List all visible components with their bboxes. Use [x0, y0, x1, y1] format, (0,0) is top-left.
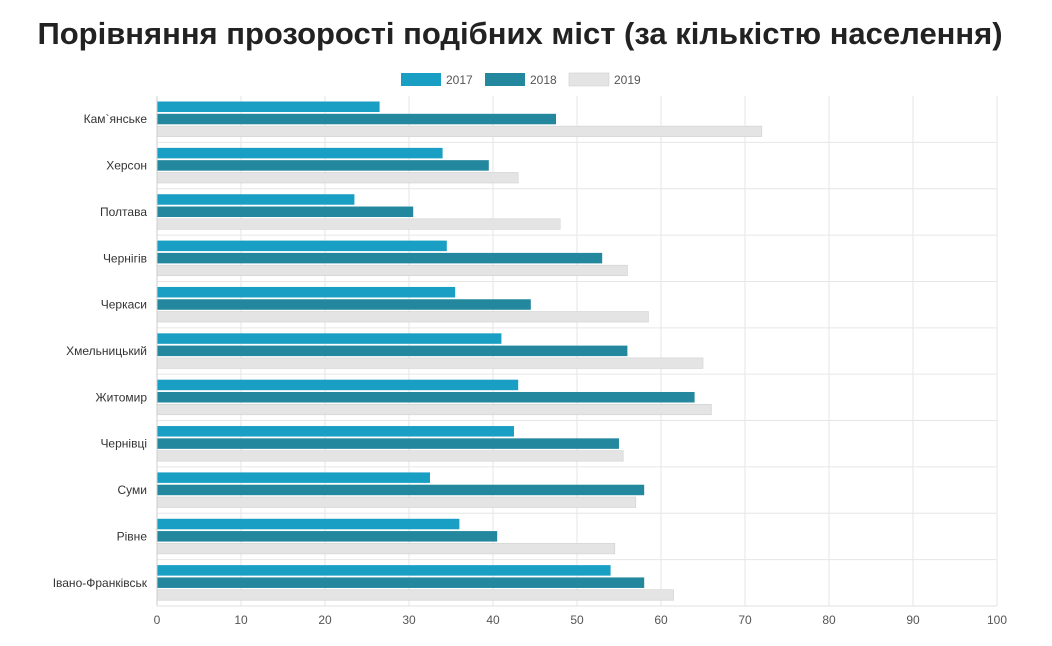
x-tick-label: 60 — [654, 613, 668, 627]
x-tick-label: 20 — [318, 613, 332, 627]
bar-2019 — [156, 125, 763, 137]
legend-swatch — [401, 73, 441, 86]
category-label: Полтава — [100, 205, 147, 219]
bar-2019 — [156, 357, 704, 369]
bar-2018 — [157, 345, 628, 357]
legend-label: 2019 — [614, 73, 641, 87]
category-label: Суми — [118, 483, 147, 497]
category-label: Черкаси — [101, 298, 147, 312]
bar-2019 — [156, 403, 712, 416]
bar-2018 — [157, 299, 531, 310]
bar-2017 — [157, 101, 380, 112]
bar-2019 — [156, 218, 561, 230]
x-tick-label: 10 — [234, 613, 248, 627]
bar-2018 — [157, 391, 695, 403]
bar-2018 — [157, 484, 645, 496]
bar-2018 — [157, 531, 498, 542]
bar-2017 — [157, 518, 460, 530]
bar-2017 — [157, 426, 514, 437]
bar-2018 — [157, 113, 556, 125]
bar-2018 — [157, 160, 489, 171]
category-label: Херсон — [106, 159, 147, 173]
bar-2019 — [156, 172, 519, 184]
category-label: Чернігів — [103, 251, 147, 265]
bar-2019 — [156, 543, 616, 555]
legend-swatch — [568, 72, 610, 87]
bar-2019 — [156, 496, 637, 508]
legend-swatch — [485, 73, 525, 86]
chart-title: Порівняння прозорості подібних міст (за … — [37, 16, 1003, 51]
bar-2019 — [156, 450, 624, 462]
x-tick-label: 0 — [154, 613, 161, 627]
category-label: Рівне — [117, 529, 148, 543]
bar-2018 — [157, 438, 619, 449]
bar-2017 — [157, 565, 611, 576]
category-label: Житомир — [96, 390, 148, 404]
x-tick-label: 70 — [738, 613, 752, 627]
bar-2019 — [156, 311, 649, 323]
bar-2018 — [157, 577, 645, 588]
x-tick-label: 90 — [906, 613, 920, 627]
bar-2019 — [156, 264, 628, 276]
legend-label: 2018 — [530, 73, 557, 87]
category-label: Івано-Франківськ — [53, 576, 148, 590]
bar-2018 — [157, 206, 414, 218]
legend-item-2019: 2019 — [568, 72, 641, 87]
bar-2017 — [157, 194, 355, 205]
bar-2019 — [156, 589, 674, 601]
category-label: Хмельницький — [66, 344, 147, 358]
legend-item-2017: 2017 — [401, 73, 473, 87]
x-tick-label: 80 — [822, 613, 836, 627]
category-label: Чернівці — [100, 437, 147, 451]
bar-2017 — [157, 240, 447, 252]
bar-2018 — [157, 252, 603, 264]
bar-2017 — [157, 147, 443, 159]
bar-2017 — [157, 379, 519, 391]
category-label: Кам`янське — [84, 112, 148, 126]
legend-item-2018: 2018 — [485, 73, 557, 87]
legend-label: 2017 — [446, 73, 473, 87]
x-tick-label: 40 — [486, 613, 500, 627]
x-tick-label: 50 — [570, 613, 584, 627]
x-tick-label: 100 — [987, 613, 1007, 627]
bar-2017 — [157, 333, 502, 344]
x-tick-label: 30 — [402, 613, 416, 627]
bar-2017 — [157, 472, 430, 483]
bar-2017 — [157, 286, 456, 298]
